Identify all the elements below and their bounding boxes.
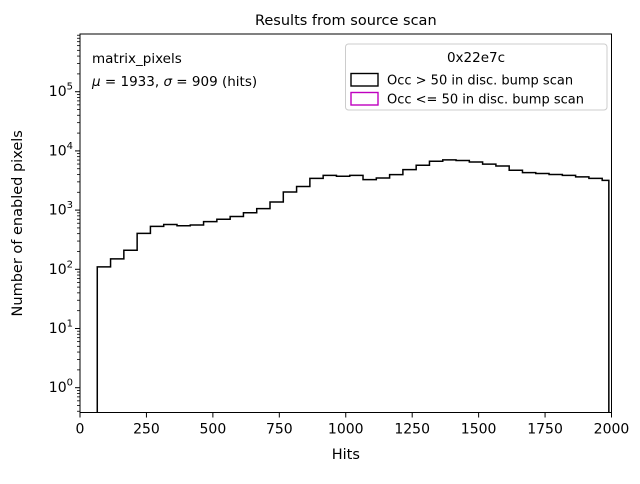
sigma-value-text: = 909 (hits) bbox=[172, 74, 257, 90]
sigma-symbol: σ bbox=[163, 74, 172, 90]
y-tick-exponent: 4 bbox=[67, 141, 73, 152]
x-axis-label: Hits bbox=[332, 447, 360, 463]
axes-frame bbox=[79, 33, 612, 413]
x-tick-label: 750 bbox=[266, 422, 293, 438]
chart-title: Results from source scan bbox=[255, 13, 437, 29]
histogram-series-layer bbox=[96, 159, 610, 413]
y-tick-exponent: 2 bbox=[67, 259, 73, 270]
x-tick-label: 1250 bbox=[394, 422, 430, 438]
x-tick-label: 1750 bbox=[527, 422, 563, 438]
legend-label-occ-le-50: Occ <= 50 in disc. bump scan bbox=[387, 93, 584, 108]
legend: 0x22e7c Occ > 50 in disc. bump scan Occ … bbox=[345, 43, 608, 111]
legend-swatch-occ-gt-50 bbox=[350, 72, 379, 87]
x-tick-label: 1500 bbox=[461, 422, 497, 438]
mu-value-text: = 1933, bbox=[101, 74, 164, 90]
y-tick-exponent: 3 bbox=[67, 200, 73, 211]
annotation-matrix-pixels: matrix_pixels bbox=[92, 51, 182, 67]
legend-box bbox=[345, 43, 608, 111]
y-axis-label: Number of enabled pixels bbox=[10, 130, 26, 316]
axis-major-ticks bbox=[75, 91, 612, 418]
x-tick-label: 2000 bbox=[594, 422, 630, 438]
y-tick-exponent: 1 bbox=[67, 318, 73, 329]
histogram-series-0 bbox=[96, 159, 610, 413]
x-tick-label: 500 bbox=[200, 422, 227, 438]
annotation-mu-sigma: μ = 1933, σ = 909 (hits) bbox=[91, 74, 257, 90]
x-tick-label: 0 bbox=[76, 422, 85, 438]
y-tick-exponent: 0 bbox=[67, 378, 73, 389]
y-tick-exponent: 5 bbox=[67, 82, 73, 93]
legend-label-occ-gt-50: Occ > 50 in disc. bump scan bbox=[387, 74, 573, 89]
legend-title: 0x22e7c bbox=[447, 50, 505, 66]
legend-swatch-occ-le-50 bbox=[350, 91, 379, 106]
x-tick-label: 250 bbox=[133, 422, 160, 438]
mu-symbol: μ bbox=[91, 74, 101, 90]
x-tick-label: 1000 bbox=[328, 422, 364, 438]
axis-tick-labels: 0 250 500 750 1000 1250 1500 1750 20001001011021… bbox=[49, 82, 630, 438]
